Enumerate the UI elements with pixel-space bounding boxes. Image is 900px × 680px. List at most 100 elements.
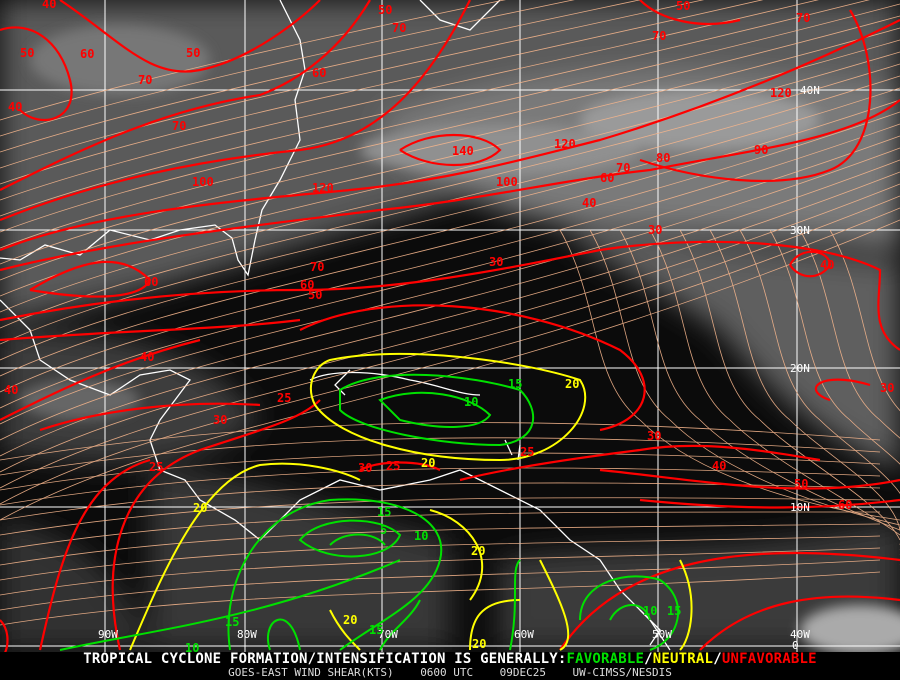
unfavorable-shear-contours [0, 0, 900, 661]
streamline [769, 229, 900, 555]
yellow-contour-label: 20 [193, 501, 207, 515]
legend-favorable: FAVORABLE [566, 651, 645, 667]
green-contour-label: 15 [369, 623, 383, 637]
streamline [679, 229, 900, 541]
streamline [0, 547, 881, 596]
red-contour-label: 60 [312, 66, 326, 80]
legend-prefix: TROPICAL CYCLONE FORMATION/INTENSIFICATI… [83, 651, 567, 667]
red-contour-label: 30 [647, 429, 661, 443]
red-contour-label: 60 [838, 498, 852, 512]
lat-label: 20N [790, 362, 810, 375]
red-contour-label: 60 [600, 171, 614, 185]
yellow-contour-label: 20 [565, 377, 579, 391]
streamline [0, 15, 900, 249]
product-name: GOES-EAST WIND SHEAR(KTS) [228, 666, 394, 679]
red-contour-label: 50 [20, 46, 34, 60]
red-contour-label: 70 [652, 29, 666, 43]
yellow-contour-label: 20 [471, 544, 485, 558]
lat-label: 0 [792, 639, 799, 652]
legend-separator: / [713, 651, 722, 667]
streamline [0, 63, 900, 313]
red-contour-label: 70 [138, 73, 152, 87]
lon-label: 90W [98, 628, 118, 641]
streamline [0, 0, 506, 121]
red-contour-label: 40 [4, 383, 18, 397]
streamline [649, 229, 900, 536]
red-contour-label: 25 [386, 459, 400, 473]
neutral-shear-contours [129, 352, 693, 651]
red-contour-label: 120 [312, 181, 334, 195]
red-contour-label: 30 [489, 255, 503, 269]
red-contour-label: 30 [880, 381, 894, 395]
green-contour-label: 15 [667, 604, 681, 618]
legend-banner: TROPICAL CYCLONE FORMATION/INTENSIFICATI… [0, 652, 900, 680]
red-contour-label: 30 [358, 461, 372, 475]
red-contour-label: 120 [770, 86, 792, 100]
lon-label: 70W [378, 628, 398, 641]
streamline [0, 497, 881, 536]
streamline [0, 159, 900, 441]
red-contour-label: 60 [80, 47, 94, 61]
red-contour-label: 70 [796, 11, 810, 25]
lat-label: 30N [790, 224, 810, 237]
green-contour-label: 15 [377, 505, 391, 519]
green-contour-labels: 15 10 15 5 10 15 15 10 15 10 [185, 377, 681, 655]
lat-label: 10N [790, 501, 810, 514]
streamline [739, 229, 900, 550]
streamline [0, 0, 870, 217]
green-contour-label: 10 [464, 395, 478, 409]
grid-labels: 40N 30N 20N 10N 0 90W 80W 70W 60W 50W 40… [98, 84, 820, 652]
red-contour-label: 70 [616, 161, 630, 175]
streamline [0, 437, 881, 476]
red-contour-label: 50 [676, 0, 690, 13]
streamline [0, 207, 900, 505]
lat-label: 40N [800, 84, 820, 97]
streamline [829, 229, 900, 565]
lon-label: 40W [790, 628, 810, 641]
streamline [0, 571, 881, 626]
streamline [589, 229, 900, 526]
red-contour-label: 70 [392, 21, 406, 35]
data-source: UW-CIMSS/NESDIS [572, 666, 672, 679]
red-contour-label: 40 [42, 0, 56, 11]
red-contour-label: 70 [310, 260, 324, 274]
valid-date: 09DEC25 [499, 666, 547, 679]
lon-label: 50W [652, 628, 672, 641]
red-contour-label: 100 [496, 175, 518, 189]
streamline [0, 75, 900, 329]
red-contour-label: 80 [656, 151, 670, 165]
red-contour-label: 30 [648, 223, 662, 237]
streamline [0, 27, 900, 265]
red-contour-label: 120 [554, 137, 576, 151]
streamline [0, 452, 881, 491]
streamline [0, 0, 642, 153]
red-contour-label: 50 [186, 46, 200, 60]
streamline [0, 135, 900, 409]
green-contour-label: 15 [225, 615, 239, 629]
streamline [0, 0, 575, 137]
green-contour-label: 5 [380, 523, 387, 537]
favorability-legend: TROPICAL CYCLONE FORMATION/INTENSIFICATI… [0, 652, 900, 667]
valid-time: 0600 UTC [420, 666, 474, 679]
streamline [0, 0, 705, 169]
streamline [0, 559, 881, 611]
red-contour-label: 40 [140, 350, 154, 364]
streamline [0, 467, 881, 506]
legend-unfavorable: UNFAVORABLE [721, 651, 817, 667]
red-contour-label: 60 [144, 275, 158, 289]
green-contour-label: 10 [414, 529, 428, 543]
red-contour-label: 70 [172, 119, 186, 133]
product-info: GOES-EAST WIND SHEAR(KTS) 0600 UTC 09DEC… [0, 667, 900, 679]
streamline [0, 523, 881, 566]
red-contour-label: 25 [277, 391, 291, 405]
lon-label: 60W [514, 628, 534, 641]
red-contour-label: 50 [378, 3, 392, 17]
green-contour-label: 10 [185, 641, 199, 655]
streamline [619, 229, 900, 531]
favorable-shear-contours [59, 373, 679, 651]
green-contour-label: 10 [643, 604, 657, 618]
green-contour-label: 15 [508, 377, 522, 391]
